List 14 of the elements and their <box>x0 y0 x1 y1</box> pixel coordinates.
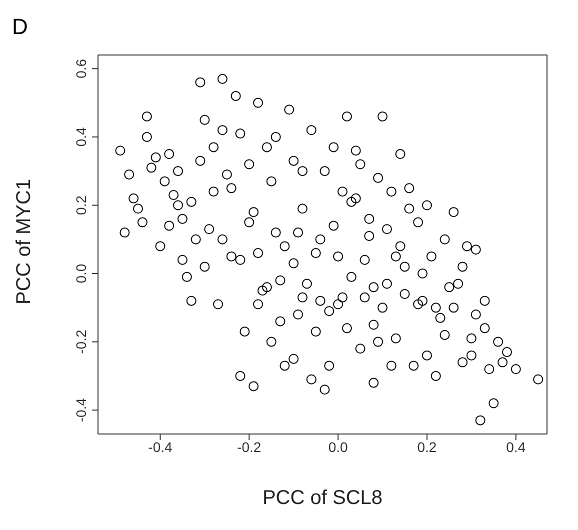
x-tick-label: -0.4 <box>148 438 173 455</box>
y-axis-title: PCC of MYC1 <box>13 178 36 304</box>
x-tick-label: -0.2 <box>237 438 262 455</box>
x-tick-label: 0.0 <box>328 438 348 455</box>
y-tick-label: 0.2 <box>73 195 89 215</box>
chart-title: D <box>11 13 29 41</box>
y-tick-label: -0.4 <box>73 398 89 422</box>
y-tick-label: 0.4 <box>73 127 89 147</box>
x-tick-label: 0.4 <box>506 438 526 455</box>
x-tick-label: 0.2 <box>417 438 437 455</box>
y-tick-label: -0.2 <box>73 330 89 354</box>
x-axis-title: PCC of SCL8 <box>262 487 383 509</box>
y-tick-label: 0.0 <box>73 264 89 284</box>
y-tick-label: 0.6 <box>73 58 89 78</box>
